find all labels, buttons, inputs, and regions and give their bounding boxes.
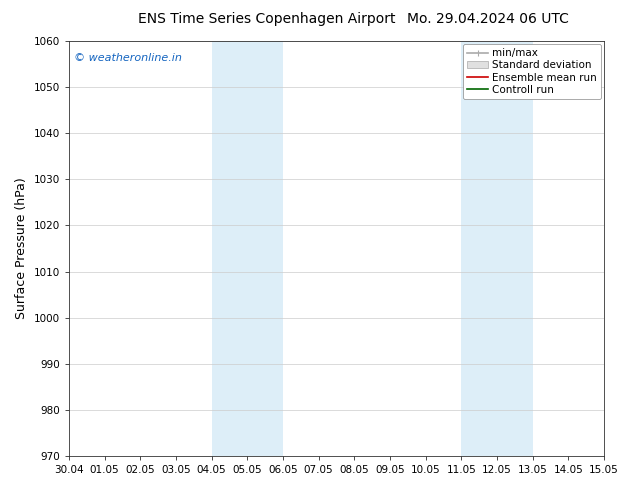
Text: ENS Time Series Copenhagen Airport: ENS Time Series Copenhagen Airport	[138, 12, 395, 26]
Legend: min/max, Standard deviation, Ensemble mean run, Controll run: min/max, Standard deviation, Ensemble me…	[463, 44, 601, 99]
Bar	[212, 41, 283, 456]
Bar	[462, 41, 533, 456]
Text: Mo. 29.04.2024 06 UTC: Mo. 29.04.2024 06 UTC	[407, 12, 569, 26]
Y-axis label: Surface Pressure (hPa): Surface Pressure (hPa)	[15, 178, 28, 319]
Text: © weatheronline.in: © weatheronline.in	[74, 53, 182, 64]
